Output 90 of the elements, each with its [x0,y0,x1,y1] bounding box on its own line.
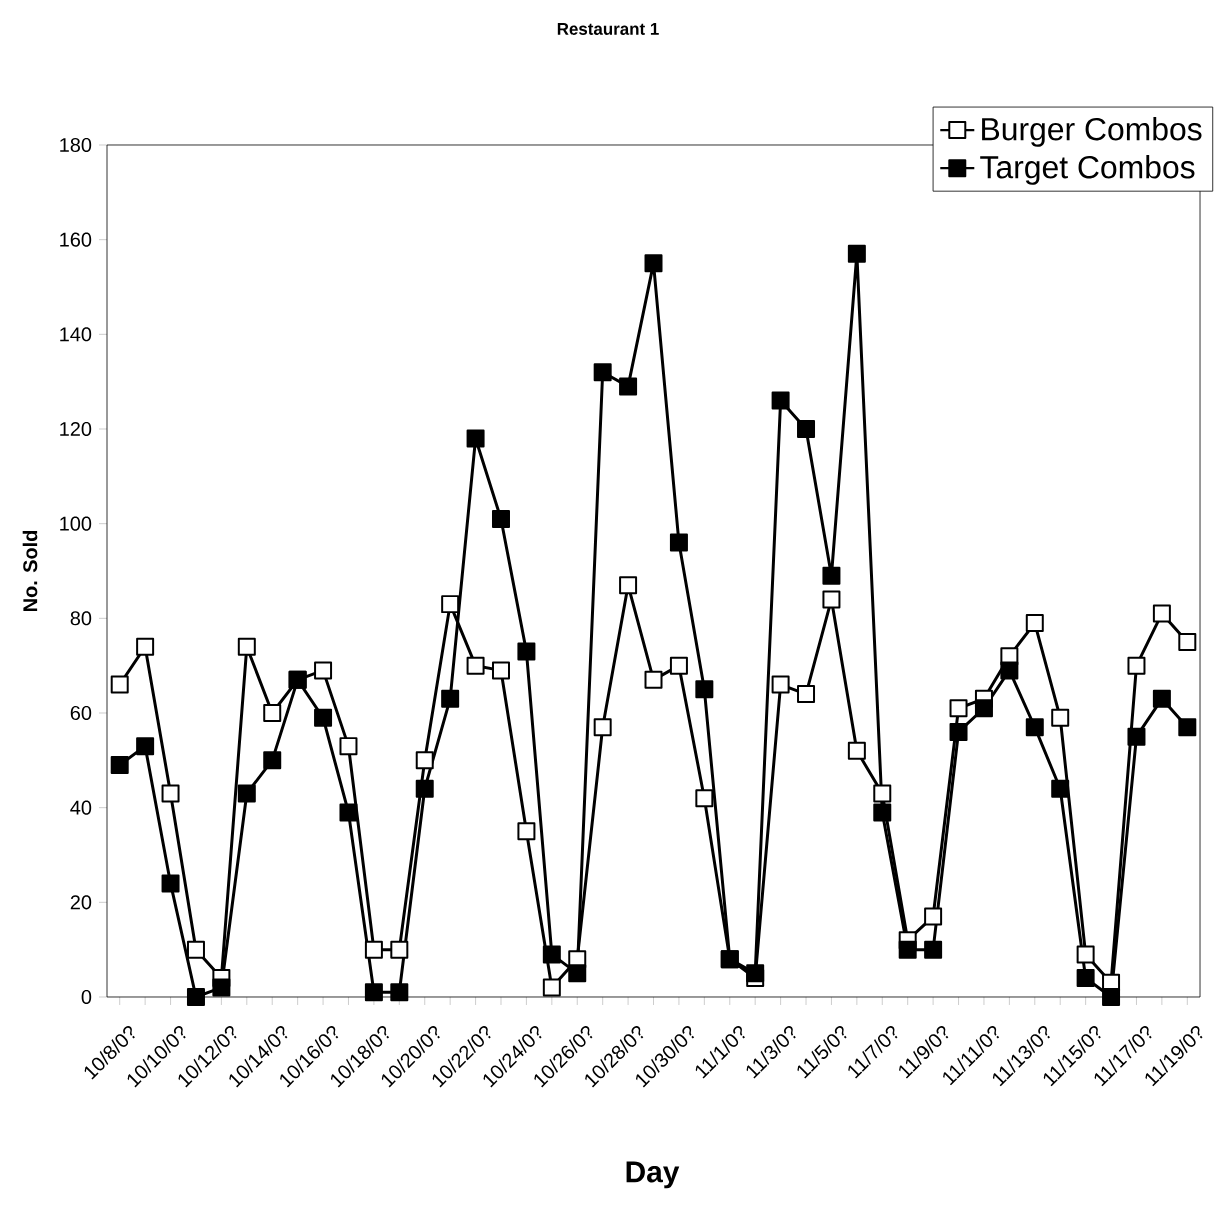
point [390,940,409,959]
point [491,661,510,680]
point [669,656,688,675]
point [542,978,561,997]
point [237,784,256,803]
y-tick-label: 60 [70,705,92,721]
point [390,983,409,1002]
point [1051,708,1070,727]
point [1076,969,1095,988]
point [212,978,231,997]
point [847,741,866,760]
point [136,737,155,756]
point [110,675,129,694]
point [263,703,282,722]
point [1051,779,1070,798]
point [161,874,180,893]
point [797,419,816,438]
legend-label: Burger Combos [982,117,1202,147]
point [441,595,460,614]
y-tick-label: 20 [70,895,92,910]
point [1127,727,1146,746]
point [1102,988,1121,1006]
point [898,940,917,959]
point [1178,718,1197,737]
point [974,699,993,718]
point [873,784,892,803]
chart-title: Restaurant 1 [557,23,659,35]
point [873,803,892,822]
point [186,940,205,959]
y-tick-label: 180 [60,137,92,153]
point [339,803,358,822]
point [695,789,714,808]
point [491,509,510,528]
y-tick-label: 120 [60,421,92,437]
point [186,988,205,1006]
point [822,590,841,609]
point [517,642,536,661]
point [161,784,180,803]
point [924,940,943,959]
point [339,737,358,756]
point [644,254,663,273]
point [466,656,485,675]
point [771,675,790,694]
point [847,244,866,263]
point [263,751,282,770]
point [1025,718,1044,737]
point [746,964,765,983]
point [797,685,816,704]
point [1178,632,1197,651]
point [1127,656,1146,675]
point [517,822,536,841]
y-tick-label: 160 [60,232,92,247]
point [466,429,485,448]
point [136,637,155,656]
point [542,945,561,964]
point [822,566,841,585]
point [415,779,434,798]
point [949,722,968,741]
y-tick-label: 80 [70,611,92,626]
point [619,377,638,396]
legend-label: Target Combos [980,155,1195,185]
point [771,391,790,410]
point [619,576,638,595]
point [441,689,460,708]
y-tick-label: 140 [60,327,92,342]
point [644,670,663,689]
point [364,940,383,959]
point [593,363,612,382]
y-tick-label: 100 [60,516,92,531]
point [1000,661,1019,680]
y-tick-label: 40 [70,800,92,815]
point [415,751,434,770]
point [314,708,333,727]
point [237,637,256,656]
point [1152,689,1171,708]
point [1152,604,1171,623]
point [669,533,688,552]
point [110,756,129,775]
point [1025,614,1044,633]
point [314,661,333,680]
point [949,699,968,718]
point [364,983,383,1002]
y-tick-label: 0 [81,989,92,1005]
x-axis-title: Day [626,1161,680,1189]
point [593,718,612,737]
point [1076,945,1095,964]
point [568,964,587,983]
y-axis-title: No. Sold [22,530,38,611]
point [695,680,714,699]
point [924,907,943,926]
